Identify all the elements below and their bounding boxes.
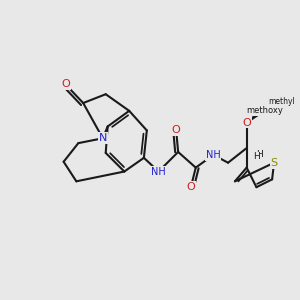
Text: NH: NH [151,167,166,176]
Text: H: H [253,152,260,161]
Text: O: O [172,125,181,135]
Text: NH: NH [206,150,221,160]
Text: O: O [61,80,70,89]
Text: methoxy: methoxy [246,106,283,115]
Text: methyl: methyl [269,98,296,106]
Text: O: O [242,118,251,128]
Text: N: N [99,133,107,143]
Text: N: N [99,133,107,143]
Text: S: S [271,158,278,168]
Text: O: O [61,80,70,89]
Text: H: H [256,150,263,159]
Text: O: O [242,118,251,128]
Text: O: O [187,182,195,192]
